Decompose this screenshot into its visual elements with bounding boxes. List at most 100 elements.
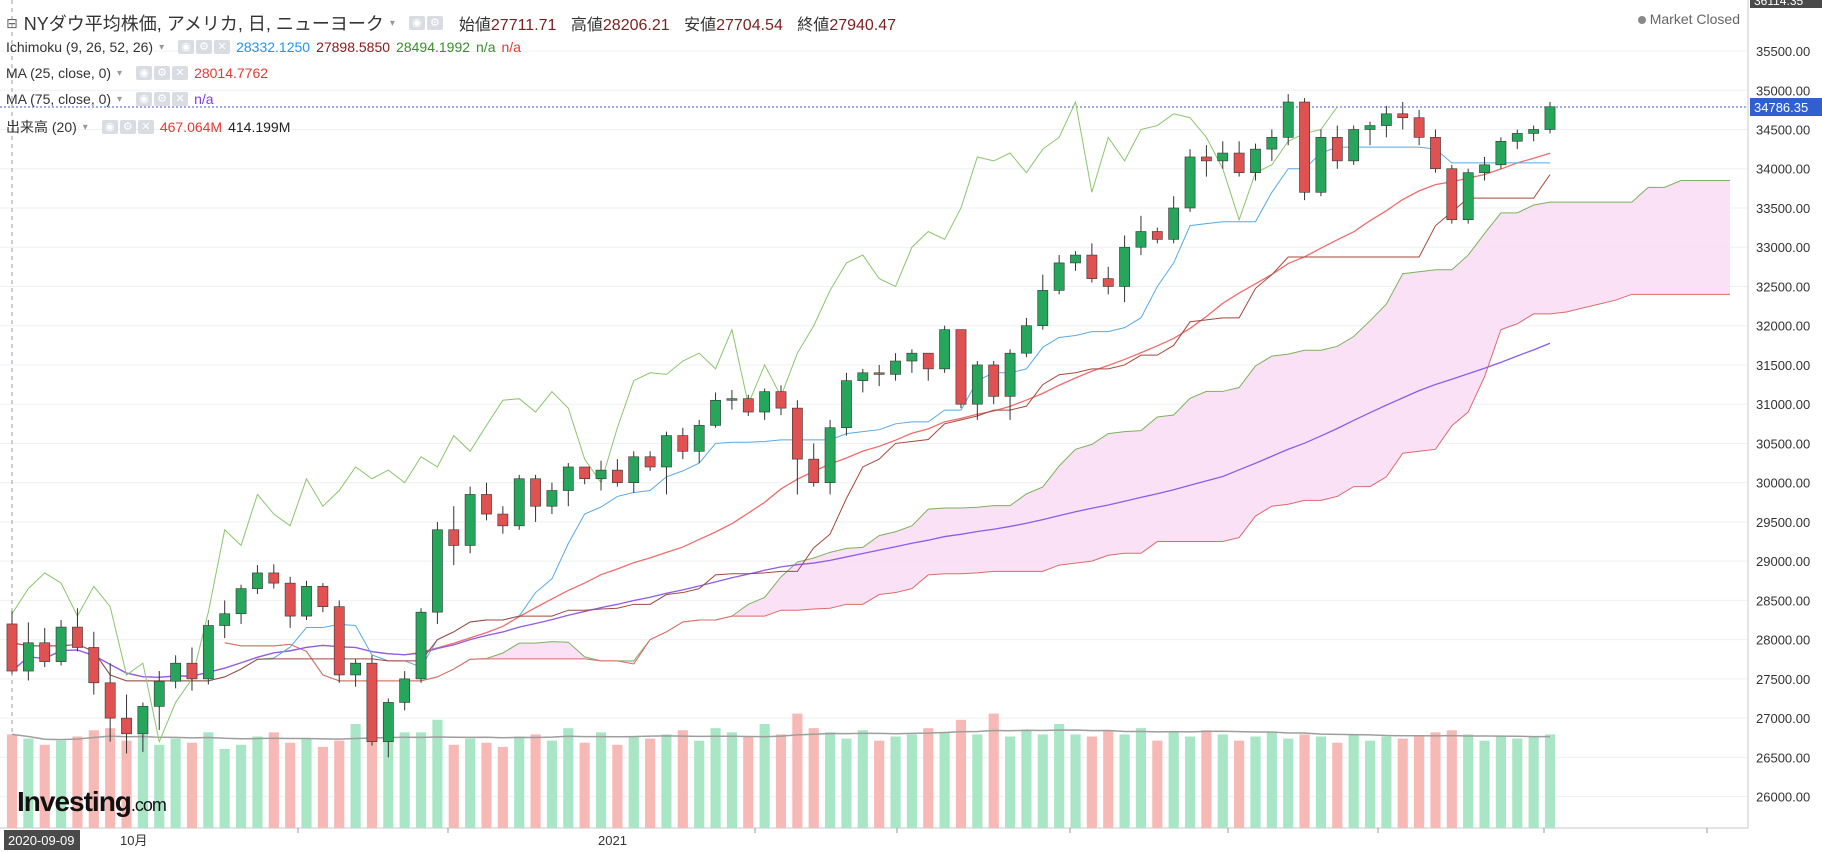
volume-bar [1054, 724, 1065, 828]
candle [1233, 141, 1245, 177]
chevron-down-icon[interactable]: ▾ [389, 17, 395, 29]
price-tick-label: 27500.00 [1756, 672, 1810, 687]
collapse-icon[interactable]: ⊟ [6, 14, 18, 31]
candle-body [1168, 207, 1180, 240]
candle-body [333, 606, 345, 676]
chikou-span-line [11, 100, 1338, 744]
candle [1528, 125, 1540, 142]
candle [202, 620, 214, 685]
symbol-title[interactable]: NYダウ平均株価, アメリカ, 日, ニューヨーク [23, 14, 384, 34]
price-tick-label: 32000.00 [1756, 319, 1810, 334]
candle-body [644, 456, 656, 468]
candle [481, 482, 492, 521]
volume-bar [465, 738, 476, 828]
volume-bar [792, 713, 803, 828]
title-controls[interactable]: ◉ ⚙ [408, 16, 443, 30]
chevron-down-icon[interactable]: ▾ [117, 67, 123, 79]
volume-bar [170, 738, 181, 828]
time-axis[interactable]: 2020-09-09 10月 2021 [4, 828, 1708, 850]
volume-bar [399, 732, 410, 828]
volume-bar [497, 746, 508, 828]
candle-body [775, 391, 787, 409]
candle-body [301, 585, 312, 617]
candle-body [1462, 172, 1474, 221]
chevron-down-icon[interactable]: ▾ [159, 41, 165, 53]
gear-icon[interactable]: ⚙ [154, 66, 171, 80]
close-icon[interactable]: ✕ [172, 92, 189, 106]
candle-body [742, 398, 754, 413]
candle [333, 600, 345, 683]
candle [562, 463, 574, 507]
investing-logo: Investing.com [17, 786, 167, 818]
candle [1462, 168, 1474, 224]
top-price-badge: 36114.35 [1750, 0, 1822, 8]
volume-bar [694, 740, 705, 828]
eye-icon[interactable]: ◉ [101, 120, 118, 134]
chevron-down-icon[interactable]: ▾ [82, 121, 88, 133]
candle [170, 655, 181, 689]
candle [873, 364, 885, 387]
ma75-line [11, 342, 1551, 678]
ma75-name[interactable]: MA (75, close, 0) [6, 91, 112, 107]
gear-icon[interactable]: ⚙ [154, 92, 171, 106]
volume-bar [939, 732, 950, 828]
eye-icon[interactable]: ◉ [178, 40, 195, 54]
candle [824, 419, 836, 495]
volume-bar [1119, 734, 1130, 828]
eye-icon[interactable]: ◉ [136, 66, 153, 80]
candle [628, 451, 640, 493]
volume-name[interactable]: 出来高 (20) [6, 119, 77, 135]
candle [857, 368, 869, 393]
close-icon[interactable]: ✕ [172, 66, 189, 80]
price-tick-label: 28500.00 [1756, 593, 1810, 608]
eye-icon[interactable]: ◉ [408, 16, 425, 30]
candle-body [955, 329, 967, 405]
candle-body [72, 626, 83, 648]
candle [317, 583, 329, 613]
candle-body [317, 585, 329, 607]
volume-bar [710, 728, 721, 828]
volume-bar [1021, 730, 1032, 828]
cloud-area [224, 180, 1730, 681]
price-axis[interactable]: 35500.00 35000.00 34500.00 34000.00 33500.00… [1750, 0, 1822, 805]
candle-body [1430, 137, 1441, 170]
volume-bar [219, 748, 230, 828]
candle-body [759, 391, 771, 413]
candle [1495, 137, 1507, 169]
chevron-down-icon[interactable]: ▾ [117, 93, 123, 105]
volume-bar [1414, 736, 1425, 828]
candle-body [677, 435, 689, 452]
volume-bar [972, 734, 983, 828]
price-tick-label: 30500.00 [1756, 436, 1810, 451]
volume-bar [1332, 742, 1343, 828]
candle-body [824, 427, 836, 483]
open-value: 27711.71 [490, 17, 557, 34]
ma25-name[interactable]: MA (25, close, 0) [6, 65, 112, 81]
candle [301, 580, 312, 621]
volume-bar [1430, 732, 1441, 828]
volume-bar [105, 728, 116, 828]
ma25-value: 28014.7762 [194, 65, 269, 81]
close-icon[interactable]: ✕ [137, 120, 154, 134]
candle-body [202, 625, 214, 680]
candle-body [661, 435, 672, 468]
gear-icon[interactable]: ⚙ [119, 120, 136, 134]
eye-icon[interactable]: ◉ [136, 92, 153, 106]
candle-body [1528, 129, 1540, 134]
candle [546, 482, 558, 515]
logo-suffix: .com [130, 795, 167, 815]
gear-icon[interactable]: ⚙ [426, 16, 443, 30]
candle-body [39, 642, 51, 662]
volume-bar [1463, 734, 1474, 828]
candle-body [1201, 156, 1212, 162]
volume-bar [1201, 730, 1212, 828]
candle-body [988, 364, 1000, 397]
volume-bar [88, 730, 99, 828]
price-tick-label: 35500.00 [1756, 44, 1810, 59]
gear-icon[interactable]: ⚙ [196, 40, 213, 54]
close-icon[interactable]: ✕ [214, 40, 231, 54]
volume-bar [432, 719, 443, 828]
volume-bar [1544, 734, 1556, 828]
ichimoku-name[interactable]: Ichimoku (9, 26, 52, 26) [6, 39, 154, 55]
